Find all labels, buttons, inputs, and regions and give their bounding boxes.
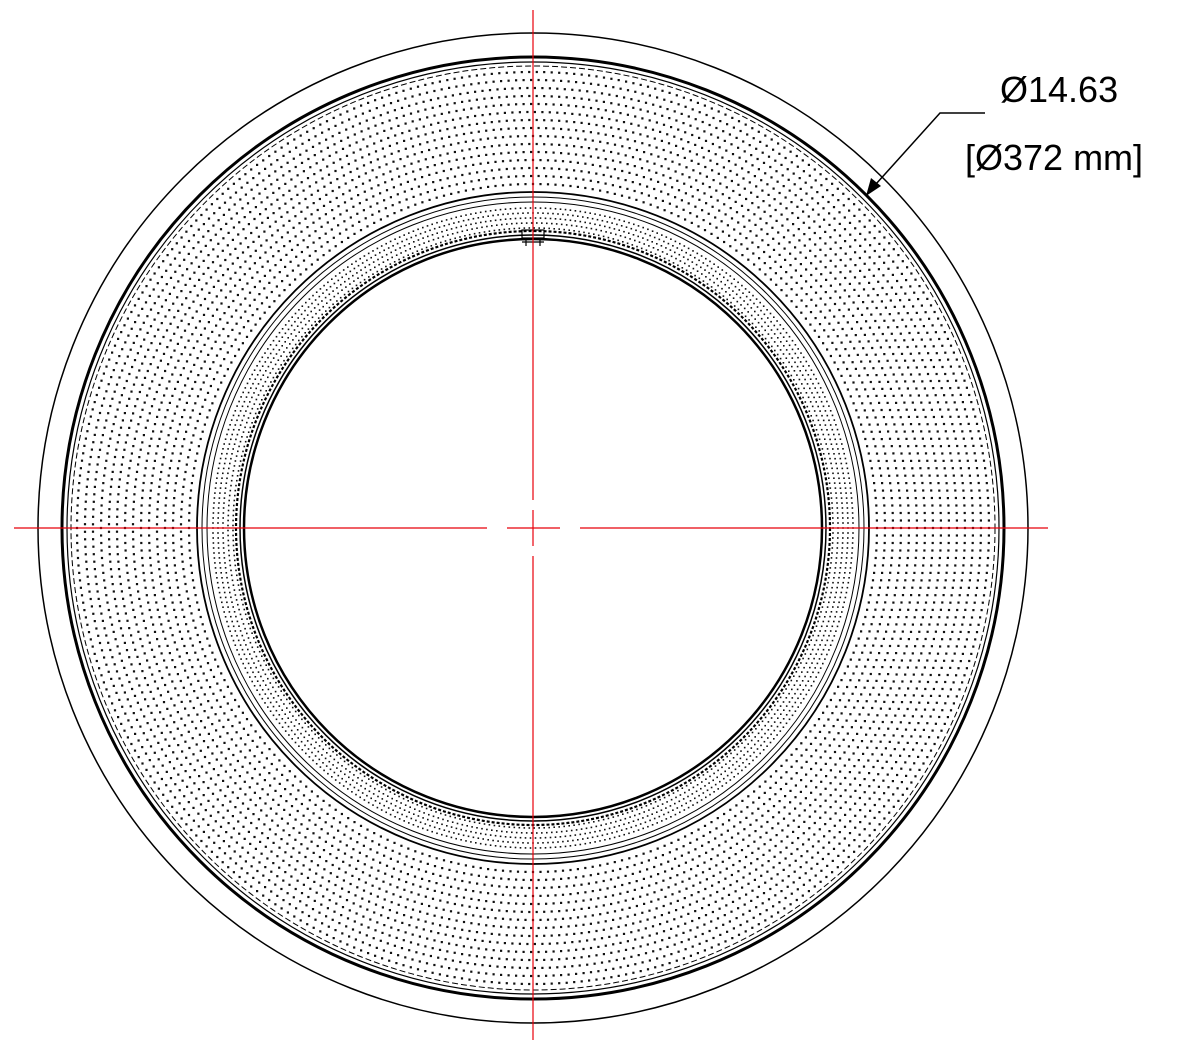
leader-arrow xyxy=(866,112,985,196)
dimension-label-secondary: [Ø372 mm] xyxy=(965,137,1143,178)
centerline-crosshair xyxy=(14,10,1048,1040)
dimension-label-primary: Ø14.63 xyxy=(1000,69,1118,110)
dotted-pattern xyxy=(75,70,991,986)
